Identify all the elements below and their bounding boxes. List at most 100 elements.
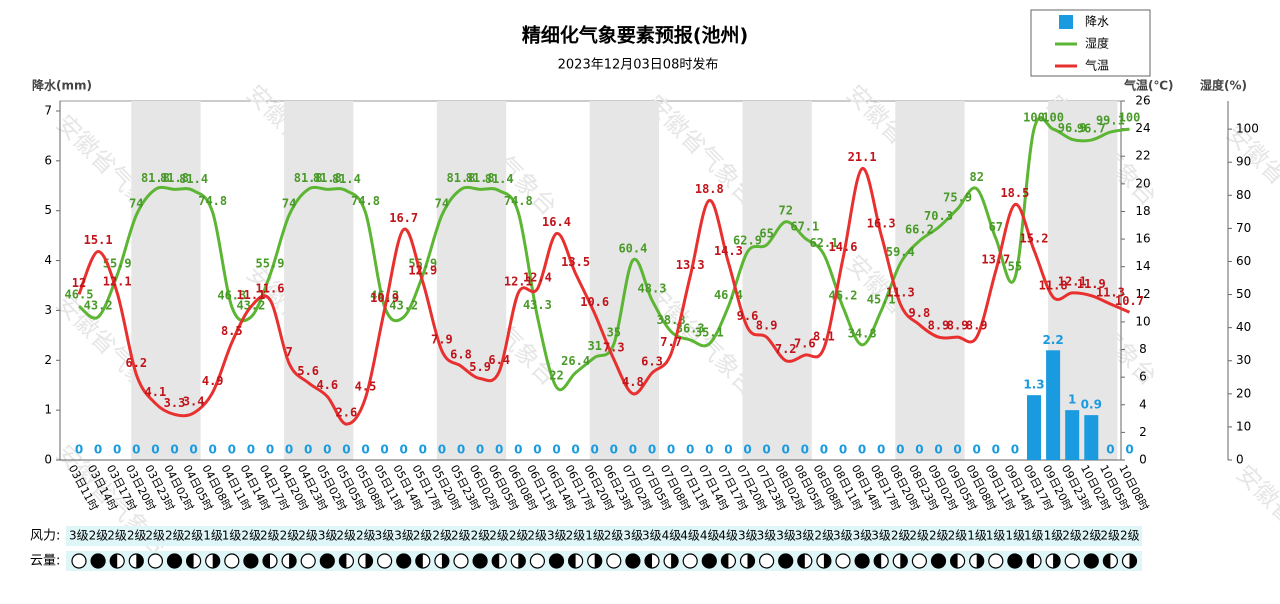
data-label: 60.4 [618, 242, 647, 256]
bar-label: 0 [782, 443, 790, 457]
y3-tick-label: 0 [1236, 453, 1244, 467]
data-label: 3.3 [164, 396, 186, 410]
wind-cell: 2级2级 [909, 529, 948, 543]
y-tick-label: 4 [44, 253, 52, 267]
cloud-icon-fill [797, 554, 805, 568]
data-label: 10.9 [370, 291, 399, 305]
bar [1084, 415, 1099, 460]
cloud-icon-fill [136, 554, 144, 568]
cloud-icon-fill [594, 554, 602, 568]
bar-label: 0 [973, 443, 981, 457]
bar-label: 0 [400, 443, 408, 457]
cloud-icon-fill [1084, 554, 1099, 569]
y2-tick-label: 24 [1135, 121, 1150, 135]
data-label: 48.3 [638, 282, 667, 296]
wind-cell: 2级3级 [527, 529, 566, 543]
night-band [436, 101, 507, 460]
bar-label: 0 [266, 443, 274, 457]
data-label: 8.9 [966, 319, 988, 333]
cloud-icon-fill [441, 554, 449, 568]
data-label: 46.3 [370, 288, 399, 302]
cloud-icon [758, 553, 775, 569]
chart-title: 精细化气象要素预报(池州) [522, 24, 748, 47]
data-label: 82 [969, 170, 983, 184]
bar-label: 0 [591, 443, 599, 457]
wind-cell: 2级2级 [1100, 529, 1139, 543]
data-label: 43.2 [84, 299, 113, 313]
cloud-icon-fill [415, 554, 423, 568]
y-tick-label: 7 [44, 103, 52, 117]
data-label: 12.9 [408, 263, 437, 277]
data-label: 81.8 [466, 171, 495, 185]
data-label: 99.1 [1096, 114, 1125, 128]
cloud-icon [300, 553, 316, 569]
night-band [284, 101, 354, 460]
cloud-row-label: 云量: [30, 554, 60, 569]
cloud-icon [682, 553, 698, 569]
bar-label: 0 [419, 443, 427, 457]
data-label: 45.1 [867, 292, 896, 306]
y2-tick-label: 10 [1135, 314, 1150, 328]
y3-tick-label: 10 [1236, 419, 1251, 433]
cloud-icon-fill [625, 554, 640, 569]
y2-axis-title: 气温(℃) [1123, 78, 1174, 93]
bar-label: 0 [438, 443, 446, 457]
bar-label: 0 [247, 443, 255, 457]
bar-label: 0 [533, 443, 541, 457]
y3-tick-label: 40 [1236, 320, 1251, 334]
data-label: 81.4 [332, 172, 361, 186]
cloud-icon [529, 553, 546, 569]
data-label: 4.9 [202, 374, 224, 388]
data-label: 12.4 [523, 270, 552, 284]
data-label: 35.1 [695, 325, 724, 339]
wind-cell: 3级2级 [69, 529, 108, 543]
y-tick-label: 6 [44, 153, 52, 167]
wind-cell: 2级1级 [566, 529, 605, 543]
data-label: 16.7 [389, 211, 418, 225]
data-label: 8.5 [221, 324, 243, 338]
data-label: 67.1 [790, 219, 819, 233]
data-label: 8.9 [947, 319, 969, 333]
cloud-icon-fill [289, 554, 297, 568]
data-label: 6.4 [488, 353, 510, 367]
data-label: 66.2 [905, 222, 934, 236]
cloud-icon-fill [339, 554, 347, 568]
cloud-icon-fill [365, 554, 373, 568]
data-label: 100 [1023, 111, 1045, 125]
data-label: 70.3 [924, 209, 953, 223]
y2-tick-label: 16 [1135, 232, 1150, 246]
cloud-icon-fill [186, 554, 194, 568]
data-label: 67 [989, 220, 1003, 234]
data-label: 13.3 [676, 258, 705, 272]
bar-label: 0 [934, 443, 942, 457]
bar-label: 0 [877, 443, 885, 457]
y3-tick-label: 60 [1236, 254, 1251, 268]
bar-label: 0 [361, 443, 369, 457]
data-label: 4.1 [145, 385, 167, 399]
data-label: 62.1 [809, 236, 838, 250]
data-label: 74 [282, 197, 296, 211]
night-band [895, 101, 965, 460]
wind-cell: 2级2级 [413, 529, 452, 543]
wind-cell: 3级4级 [642, 529, 681, 543]
data-label: 31 [587, 339, 601, 353]
bar-label: 0 [457, 443, 465, 457]
y2-tick-label: 2 [1139, 425, 1147, 439]
data-label: 8.1 [813, 330, 835, 344]
bar-label: 0 [75, 443, 83, 457]
data-label: 14.6 [829, 240, 858, 254]
bar-label: 0 [992, 443, 1000, 457]
bar [1065, 410, 1080, 460]
data-label: 59.4 [886, 245, 915, 259]
bar-label: 1.3 [1023, 378, 1044, 392]
legend-label: 降水 [1085, 15, 1109, 29]
cloud-icon [988, 553, 1004, 569]
data-label: 7.7 [660, 335, 682, 349]
data-label: 74 [129, 197, 143, 211]
bar-label: 0 [189, 443, 197, 457]
wind-cell: 3级2级 [871, 529, 910, 543]
y-tick-label: 0 [44, 453, 52, 467]
cloud-icon [377, 553, 393, 569]
cloud-icon [1064, 553, 1080, 569]
line [77, 167, 1131, 426]
